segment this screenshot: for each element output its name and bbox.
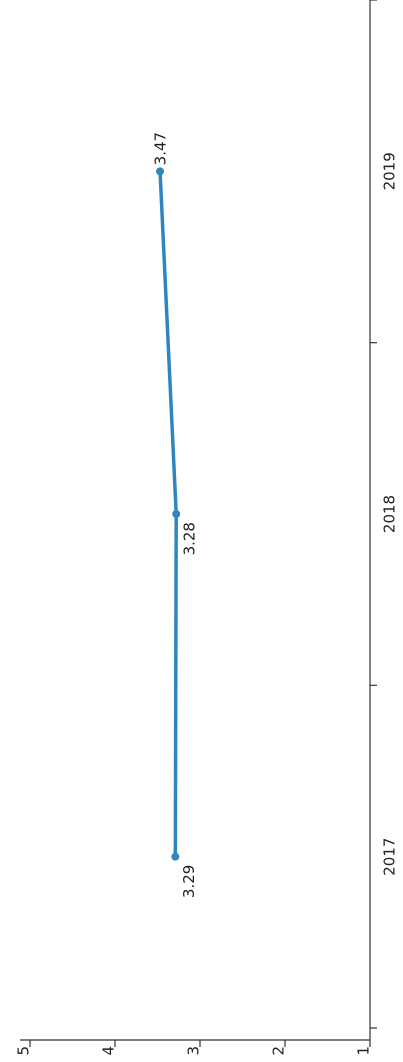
y-tick-label: 5 [15,1046,33,1056]
y-tick-label: 3 [185,1046,203,1056]
x-tick-label: 2019 [381,152,399,190]
point [171,852,180,861]
y-tick-label: 2 [270,1046,288,1056]
x-tick-label: 2017 [381,838,399,876]
y-tick-label: 1 [355,1046,373,1056]
point [156,167,165,176]
data-label: 3.47 [152,132,170,165]
data-label: 3.28 [181,522,199,555]
x-tick-label: 2018 [381,495,399,533]
data-label: 3.29 [180,865,198,898]
y-tick-label: 4 [100,1046,118,1056]
point [172,510,181,518]
